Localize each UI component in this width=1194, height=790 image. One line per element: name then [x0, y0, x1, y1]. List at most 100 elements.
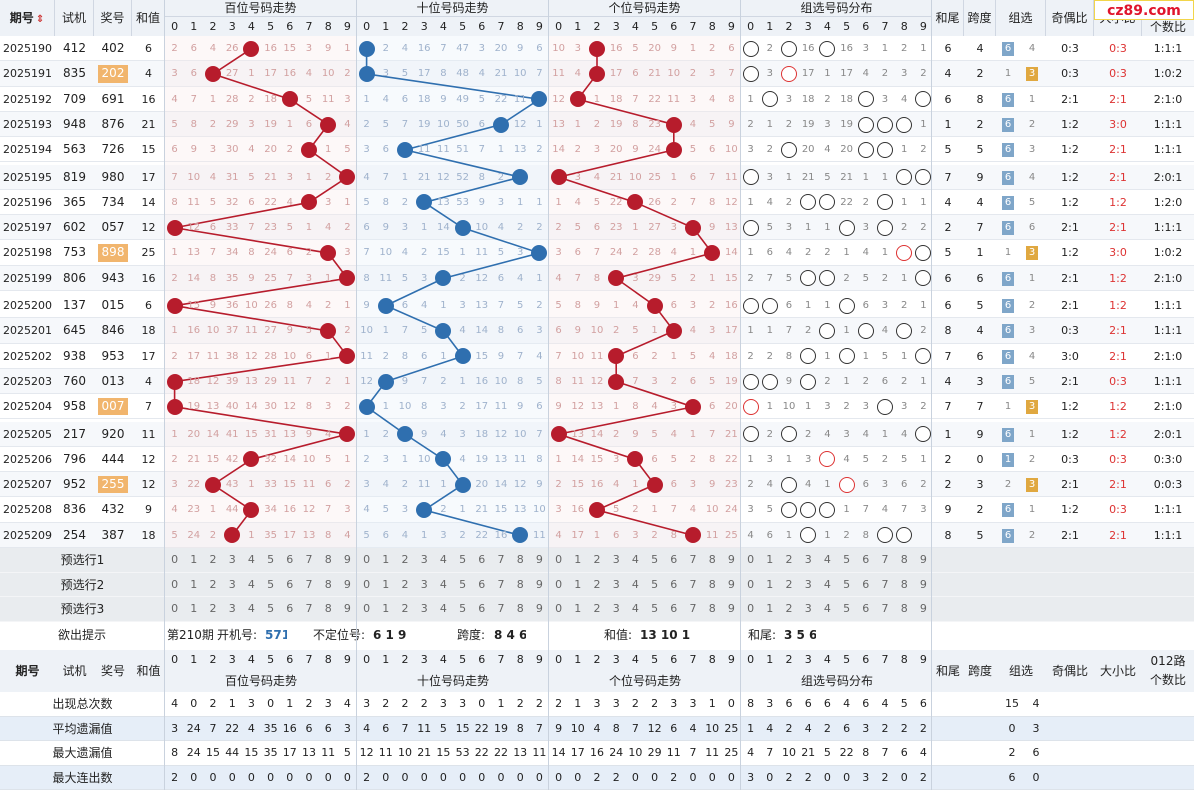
- preselect-digit[interactable]: 6: [670, 577, 678, 591]
- preselect-digit[interactable]: 6: [862, 553, 870, 566]
- preselect-digit[interactable]: 1: [574, 553, 582, 566]
- preselect-digit[interactable]: 6: [286, 602, 294, 615]
- preselect-digit[interactable]: 0: [363, 553, 371, 566]
- preselect-digit[interactable]: 7: [305, 553, 313, 566]
- preselect-digit[interactable]: 4: [823, 577, 831, 591]
- preselect-digit[interactable]: 1: [766, 602, 774, 615]
- preselect-digit[interactable]: 5: [459, 577, 467, 591]
- preselect-digit[interactable]: 8: [900, 602, 908, 615]
- preselect-digit[interactable]: 1: [190, 602, 198, 615]
- preselect-digit[interactable]: 7: [305, 602, 313, 615]
- preselect-digit[interactable]: 4: [439, 553, 447, 566]
- preselect-digit[interactable]: 8: [516, 602, 524, 615]
- preselect-digit[interactable]: 1: [574, 577, 582, 591]
- preselect-digit[interactable]: 1: [382, 577, 390, 591]
- preselect-digit[interactable]: 7: [881, 602, 889, 615]
- preselect-digit[interactable]: 0: [171, 602, 179, 615]
- preselect-digit[interactable]: 4: [631, 553, 639, 566]
- preselect-digit[interactable]: 4: [439, 577, 447, 591]
- preselect-digit[interactable]: 8: [516, 577, 524, 591]
- preselect-digit[interactable]: 0: [363, 602, 371, 615]
- period-header-bottom[interactable]: 期号: [15, 664, 40, 678]
- preselect-digit[interactable]: 2: [593, 577, 601, 591]
- preselect-digit[interactable]: 5: [651, 553, 659, 566]
- preselect-digit[interactable]: 8: [324, 577, 332, 591]
- preselect-digit[interactable]: 5: [651, 577, 659, 591]
- preselect-digit[interactable]: 9: [727, 602, 735, 615]
- preselect-digit[interactable]: 1: [190, 577, 198, 591]
- preselect-digit[interactable]: 2: [209, 553, 217, 566]
- preselect-digit[interactable]: 1: [574, 602, 582, 615]
- preselect-digit[interactable]: 1: [382, 602, 390, 615]
- preselect-digit[interactable]: 1: [766, 553, 774, 566]
- preselect-digit[interactable]: 6: [670, 553, 678, 566]
- preselect-digit[interactable]: 3: [612, 602, 620, 615]
- preselect-digit[interactable]: 2: [593, 602, 601, 615]
- preselect-digit[interactable]: 9: [535, 602, 543, 615]
- preselect-digit[interactable]: 5: [843, 602, 851, 615]
- preselect-digit[interactable]: 1: [190, 553, 198, 566]
- preselect-digit[interactable]: 5: [267, 577, 275, 591]
- preselect-digit[interactable]: 1: [382, 553, 390, 566]
- preselect-digit[interactable]: 0: [171, 577, 179, 591]
- preselect-digit[interactable]: 8: [708, 553, 716, 566]
- preselect-digit[interactable]: 7: [881, 553, 889, 566]
- preselect-digit[interactable]: 0: [555, 577, 563, 591]
- preselect-digit[interactable]: 9: [343, 577, 351, 591]
- preselect-digit[interactable]: 4: [631, 577, 639, 591]
- preselect-digit[interactable]: 0: [555, 553, 563, 566]
- preselect-digit[interactable]: 8: [516, 553, 524, 566]
- preselect-digit[interactable]: 8: [708, 577, 716, 591]
- preselect-digit[interactable]: 0: [171, 553, 179, 566]
- preselect-digit[interactable]: 7: [497, 602, 505, 615]
- preselect-digit[interactable]: 7: [497, 577, 505, 591]
- preselect-digit[interactable]: 3: [420, 577, 428, 591]
- preselect-digit[interactable]: 2: [209, 577, 217, 591]
- preselect-digit[interactable]: 4: [247, 602, 255, 615]
- preselect-digit[interactable]: 4: [247, 577, 255, 591]
- preselect-digit[interactable]: 5: [843, 553, 851, 566]
- preselect-digit[interactable]: 3: [612, 553, 620, 566]
- preselect-digit[interactable]: 6: [478, 602, 486, 615]
- preselect-digit[interactable]: 2: [401, 602, 409, 615]
- preselect-digit[interactable]: 0: [555, 602, 563, 615]
- preselect-digit[interactable]: 3: [804, 553, 812, 566]
- preselect-digit[interactable]: 9: [919, 602, 927, 615]
- preselect-digit[interactable]: 3: [804, 577, 812, 591]
- preselect-digit[interactable]: 0: [747, 602, 755, 615]
- preselect-digit[interactable]: 7: [305, 577, 313, 591]
- preselect-digit[interactable]: 3: [804, 602, 812, 615]
- preselect-digit[interactable]: 3: [228, 553, 236, 566]
- preselect-digit[interactable]: 2: [785, 553, 793, 566]
- preselect-digit[interactable]: 9: [535, 577, 543, 591]
- preselect-digit[interactable]: 9: [727, 553, 735, 566]
- preselect-digit[interactable]: 3: [228, 602, 236, 615]
- preselect-digit[interactable]: 9: [727, 577, 735, 591]
- preselect-digit[interactable]: 6: [862, 577, 870, 591]
- preselect-digit[interactable]: 2: [401, 577, 409, 591]
- preselect-digit[interactable]: 4: [631, 602, 639, 615]
- preselect-digit[interactable]: 8: [900, 553, 908, 566]
- preselect-digit[interactable]: 3: [420, 553, 428, 566]
- preselect-digit[interactable]: 6: [286, 553, 294, 566]
- preselect-digit[interactable]: 6: [478, 553, 486, 566]
- preselect-digit[interactable]: 8: [324, 602, 332, 615]
- preselect-digit[interactable]: 5: [267, 602, 275, 615]
- preselect-digit[interactable]: 2: [209, 602, 217, 615]
- preselect-digit[interactable]: 9: [535, 553, 543, 566]
- preselect-digit[interactable]: 2: [785, 577, 793, 591]
- preselect-digit[interactable]: 0: [747, 577, 755, 591]
- preselect-digit[interactable]: 5: [651, 602, 659, 615]
- preselect-digit[interactable]: 5: [267, 553, 275, 566]
- preselect-digit[interactable]: 8: [324, 553, 332, 566]
- period-header[interactable]: 期号 ⇕: [0, 0, 55, 36]
- preselect-digit[interactable]: 4: [247, 553, 255, 566]
- preselect-digit[interactable]: 1: [766, 577, 774, 591]
- preselect-digit[interactable]: 7: [497, 553, 505, 566]
- preselect-digit[interactable]: 7: [881, 577, 889, 591]
- preselect-digit[interactable]: 6: [286, 577, 294, 591]
- preselect-digit[interactable]: 7: [689, 577, 697, 591]
- preselect-digit[interactable]: 0: [747, 553, 755, 566]
- preselect-digit[interactable]: 9: [343, 553, 351, 566]
- preselect-digit[interactable]: 0: [363, 577, 371, 591]
